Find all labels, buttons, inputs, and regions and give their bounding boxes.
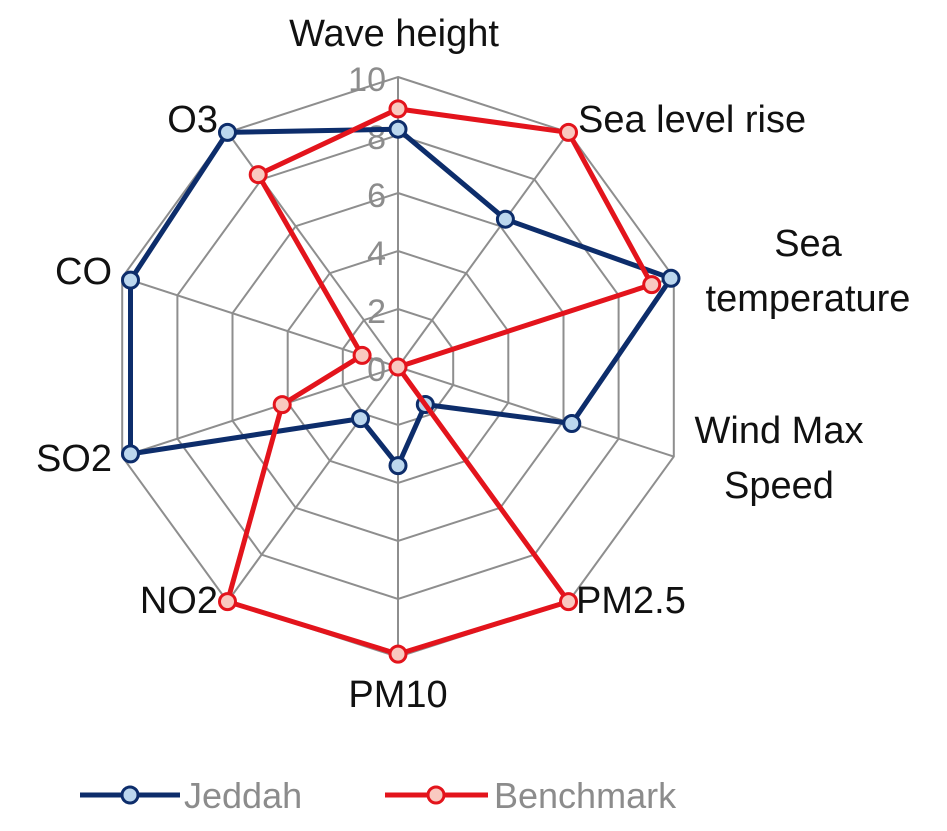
data-point <box>248 165 268 185</box>
grid-spoke <box>397 366 675 458</box>
legend-item-jeddah: Jeddah <box>80 775 302 816</box>
data-point <box>388 456 408 476</box>
legend-swatch-marker <box>426 785 446 805</box>
category-label: PM10 <box>348 674 447 716</box>
series-jeddah <box>121 119 681 476</box>
data-point <box>661 268 681 288</box>
legend: Jeddah Benchmark <box>80 775 677 816</box>
data-point <box>388 119 408 139</box>
category-label: Wind Max Speed <box>695 410 864 507</box>
category-label: SO2 <box>36 438 112 480</box>
category-label: CO <box>55 251 112 293</box>
data-point <box>272 395 292 415</box>
tick-label: 6 <box>367 177 386 215</box>
data-point <box>218 122 237 142</box>
grid-spoke <box>121 276 399 368</box>
tick-label: 0 <box>367 351 386 389</box>
legend-label: Benchmark <box>494 775 677 816</box>
category-label: NO2 <box>140 580 218 622</box>
category-label: O3 <box>167 99 218 141</box>
category-label: Sea level rise <box>578 99 806 141</box>
legend-label: Jeddah <box>184 775 302 816</box>
data-point <box>562 414 582 433</box>
data-point <box>559 122 578 142</box>
grid-spoke <box>397 131 570 368</box>
data-point <box>642 275 662 295</box>
grid-spoke <box>226 366 399 603</box>
data-point <box>559 592 578 612</box>
tick-label: 4 <box>367 235 386 273</box>
data-point <box>495 209 515 229</box>
data-point <box>121 270 140 290</box>
category-labels: Wave height Sea level rise Sea temperature W… <box>36 13 910 716</box>
data-point <box>351 409 370 429</box>
data-point <box>388 357 408 377</box>
tick-label: 10 <box>348 61 386 99</box>
tick-label: 2 <box>367 293 386 331</box>
data-point <box>388 644 408 664</box>
series-layer <box>121 99 681 664</box>
legend-item-benchmark: Benchmark <box>385 775 677 816</box>
data-point <box>218 592 237 612</box>
category-label: Wave height <box>289 13 499 55</box>
category-label: Sea temperature <box>706 223 911 320</box>
data-point <box>121 444 140 464</box>
series-benchmark <box>218 99 662 664</box>
data-point <box>388 99 408 119</box>
category-label: PM2.5 <box>576 580 686 622</box>
data-point <box>352 345 372 365</box>
legend-swatch-marker <box>120 785 140 805</box>
series-line <box>128 126 674 469</box>
grid-spoke <box>121 366 399 458</box>
